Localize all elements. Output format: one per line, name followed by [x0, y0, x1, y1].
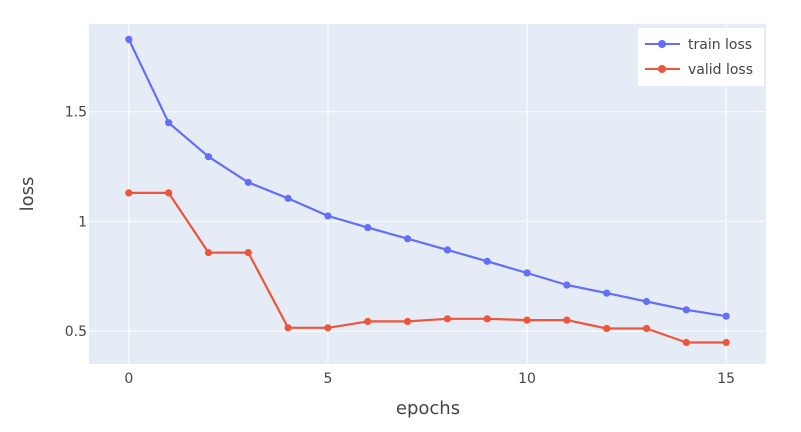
- legend-swatch-marker: [658, 65, 666, 73]
- tick-labels: 0 5 10 15 0.5 1 1.5: [65, 105, 735, 387]
- legend-label-valid-loss: valid loss: [688, 62, 753, 78]
- x-tick-label: 15: [717, 371, 735, 387]
- data-point[interactable]: [563, 281, 571, 289]
- data-point[interactable]: [165, 189, 173, 197]
- series-train-loss: [125, 35, 730, 320]
- data-point[interactable]: [125, 35, 133, 43]
- data-point[interactable]: [682, 338, 690, 347]
- data-point[interactable]: [722, 312, 730, 320]
- data-point[interactable]: [403, 235, 412, 243]
- series-group: [125, 35, 730, 347]
- legend-label-train-loss: train loss: [688, 37, 752, 53]
- data-point[interactable]: [642, 324, 651, 333]
- x-tick-label: 10: [518, 371, 536, 387]
- x-axis-title: epochs: [396, 398, 460, 419]
- y-tick-label: 0.5: [65, 324, 87, 340]
- series-valid-loss: [125, 189, 730, 347]
- data-point[interactable]: [324, 324, 332, 332]
- series-line: [127, 38, 727, 318]
- data-point[interactable]: [523, 269, 531, 277]
- data-point[interactable]: [204, 153, 213, 161]
- data-point[interactable]: [364, 223, 372, 232]
- data-point[interactable]: [443, 315, 452, 323]
- legend-swatch-marker: [658, 40, 666, 48]
- data-point[interactable]: [364, 317, 372, 326]
- legend-box: [638, 28, 764, 86]
- y-tick-label: 1: [78, 214, 87, 230]
- x-tick-label: 0: [124, 371, 133, 387]
- data-point[interactable]: [642, 297, 651, 306]
- data-point[interactable]: [125, 189, 133, 197]
- data-point[interactable]: [563, 316, 571, 324]
- legend-item-train-loss[interactable]: train loss: [645, 37, 752, 53]
- data-point[interactable]: [603, 289, 611, 297]
- data-point[interactable]: [722, 338, 730, 347]
- data-point[interactable]: [483, 257, 491, 265]
- data-point[interactable]: [204, 248, 213, 257]
- data-point[interactable]: [682, 306, 690, 314]
- y-tick-label: 1.5: [65, 105, 87, 121]
- series-line: [128, 191, 727, 344]
- legend-item-valid-loss[interactable]: valid loss: [645, 62, 753, 78]
- data-point[interactable]: [403, 317, 412, 326]
- data-point[interactable]: [523, 316, 531, 324]
- data-point[interactable]: [443, 246, 452, 254]
- data-point[interactable]: [244, 248, 252, 257]
- data-point[interactable]: [165, 119, 173, 127]
- x-tick-label: 5: [323, 371, 332, 387]
- data-point[interactable]: [324, 212, 332, 220]
- legend[interactable]: train loss valid loss: [638, 28, 764, 86]
- data-point[interactable]: [284, 194, 292, 202]
- data-point[interactable]: [483, 315, 491, 323]
- y-axis-title: loss: [17, 177, 38, 212]
- data-point[interactable]: [244, 178, 252, 186]
- data-point[interactable]: [284, 324, 292, 332]
- data-point[interactable]: [603, 324, 611, 333]
